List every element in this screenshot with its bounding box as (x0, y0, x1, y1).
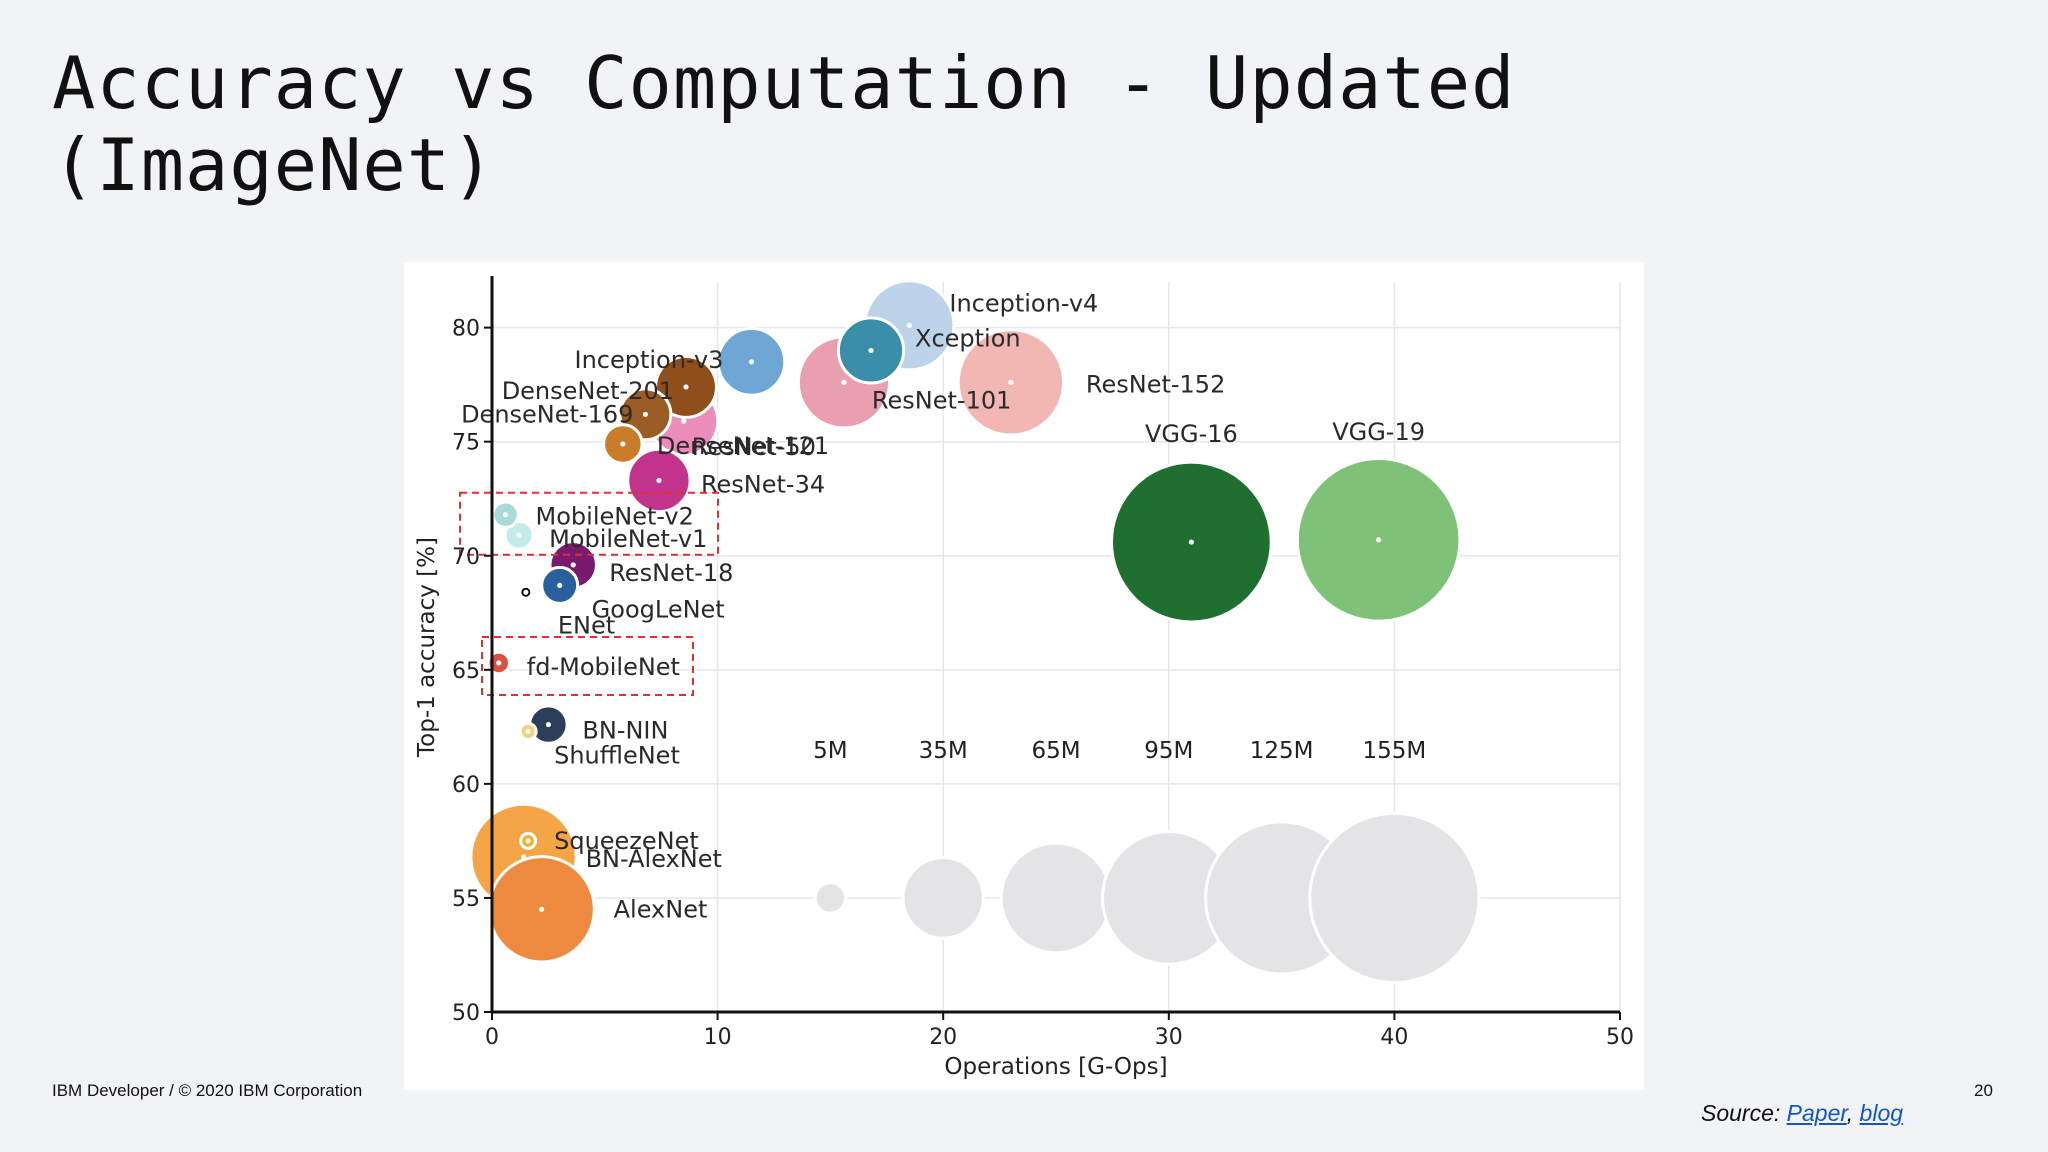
bubble-center-dot (681, 418, 687, 424)
label-vgg-16: VGG-16 (1145, 420, 1238, 448)
size-legend-bubble (901, 856, 985, 940)
label-squeezenet: SqueezeNet (554, 827, 699, 855)
y-tick-label: 55 (452, 887, 480, 912)
source-line: Source: Paper, blog (1701, 1100, 1903, 1127)
size-legend: 5M 35M 65M 95M 125M 155M (813, 738, 1481, 985)
size-legend-label: 35M (919, 738, 968, 764)
source-separator: , (1846, 1100, 1860, 1126)
y-tick-label: 60 (452, 773, 480, 798)
label-xception: Xception (915, 324, 1021, 352)
y-tick-label: 50 (452, 1001, 480, 1026)
bubble-center-dot (545, 721, 551, 728)
bubble-center-dot (570, 562, 576, 568)
label-resnet-50: ResNet-50 (692, 433, 816, 461)
size-legend-label: 95M (1144, 738, 1193, 764)
size-legend-label: 5M (813, 738, 847, 764)
bubble-center-dot (502, 512, 509, 518)
y-axis-label: Top-1 accuracy [%] (414, 537, 440, 758)
x-axis-label: Operations [G-Ops] (944, 1054, 1167, 1080)
label-densenet-201: DenseNet-201 (502, 377, 674, 405)
label-googlenet: GoogLeNet (592, 595, 725, 623)
y-tick-label: 80 (452, 317, 480, 342)
point-labels: Inception-v4 ResNet-152 ResNet-101 Xception… (461, 289, 1425, 923)
label-resnet-152: ResNet-152 (1086, 370, 1225, 398)
label-fd-mobilenet: fd-MobileNet (527, 653, 680, 681)
label-densenet-121: DenseNet-121 (657, 432, 829, 460)
bubble-center-dot (683, 384, 689, 390)
y-tick-label: 70 (452, 545, 480, 570)
bubble-center-dot (906, 322, 912, 328)
x-tick-label: 0 (485, 1025, 499, 1050)
paper-link[interactable]: Paper (1786, 1100, 1847, 1126)
label-enet: ENet (558, 611, 615, 639)
label-resnet-101: ResNet-101 (872, 386, 1011, 414)
x-tick-label: 40 (1380, 1025, 1408, 1050)
source-prefix: Source: (1701, 1100, 1787, 1126)
label-densenet-169: DenseNet-169 (461, 400, 633, 428)
bubble-center-dot (525, 728, 531, 735)
label-bn-nin: BN-NIN (582, 717, 668, 745)
bubble-marks (469, 279, 1462, 964)
bubble-center-dot (1008, 379, 1014, 385)
y-tick-label: 75 (452, 431, 480, 456)
blog-link[interactable]: blog (1859, 1100, 1904, 1126)
bubble-chart: 5M 35M 65M 95M 125M 155M Inception-v4 ResNet-1… (414, 276, 1634, 1080)
bubble-center-dot (841, 379, 847, 385)
bubble-center-dot (642, 411, 649, 417)
bubble-center-dot (523, 589, 529, 595)
bubble-center-dot (1376, 537, 1382, 543)
x-tick-label: 10 (704, 1025, 732, 1050)
y-tick-label: 65 (452, 659, 480, 684)
axes: 0 10 20 30 40 50 50 55 60 65 70 75 80 Operations [G-O… (414, 276, 1634, 1080)
highlight-boxes (459, 491, 719, 696)
label-vgg-19: VGG-19 (1332, 418, 1425, 446)
x-tick-label: 20 (929, 1025, 957, 1050)
size-legend-bubble (813, 881, 848, 915)
size-legend-label: 125M (1250, 738, 1314, 764)
label-resnet-34: ResNet-34 (701, 470, 825, 498)
bubble-center-dot (748, 359, 755, 365)
bubble-center-dot (557, 582, 563, 589)
bubble-center-dot (868, 347, 874, 354)
size-legend-bubble (999, 841, 1113, 955)
size-legend-label: 155M (1363, 738, 1427, 764)
label-resnet-18: ResNet-18 (609, 559, 733, 587)
label-mobilenet-v2: MobileNet-v2 (536, 503, 694, 531)
chart-panel: 5M 35M 65M 95M 125M 155M Inception-v4 ResNet-1… (404, 262, 1644, 1090)
bubble-center-dot (1188, 539, 1194, 545)
size-legend-label: 65M (1031, 738, 1080, 764)
slide-title: Accuracy vs Computation - Updated (Image… (52, 41, 1516, 207)
highlight-box-fd-mobilenet-box (481, 635, 694, 696)
label-inception-v4: Inception-v4 (949, 289, 1098, 317)
label-mobilenet-v1: MobileNet-v1 (549, 525, 707, 553)
label-bn-alexnet: BN-AlexNet (586, 845, 722, 873)
page-number: 20 (1974, 1081, 1993, 1100)
label-shufflenet: ShuffleNet (554, 741, 680, 769)
bubble-center-dot (539, 906, 545, 912)
label-inception-v3: Inception-v3 (574, 346, 723, 374)
bubble-center-dot (620, 441, 626, 447)
x-tick-label: 30 (1155, 1025, 1183, 1050)
bubble-center-dot (496, 660, 502, 666)
label-alexnet: AlexNet (614, 895, 708, 923)
x-tick-label: 50 (1606, 1025, 1634, 1050)
footer-copyright: IBM Developer / © 2020 IBM Corporation (52, 1081, 363, 1100)
bubble-center-dot (516, 532, 522, 538)
bubble-center-dot (525, 838, 531, 844)
bubble-center-dot (656, 477, 662, 484)
highlight-box-mobilenet-box (459, 491, 719, 556)
size-legend-bubble (1308, 811, 1481, 985)
